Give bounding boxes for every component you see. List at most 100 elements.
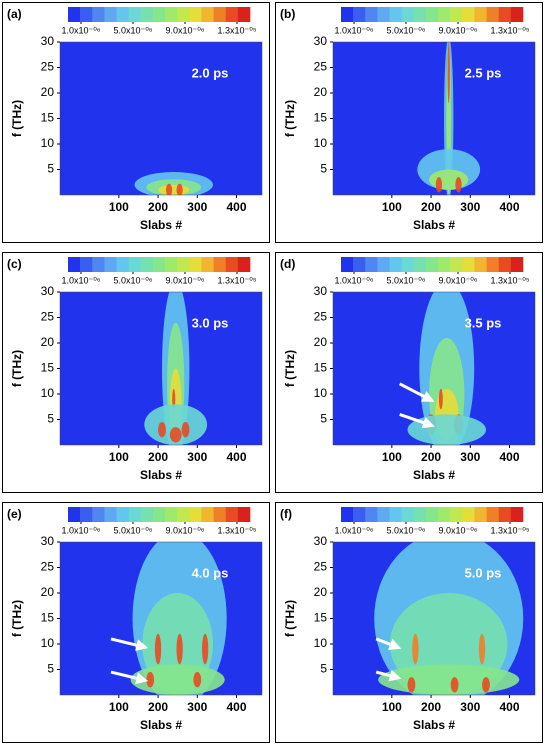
- colorbar-swatch: [152, 257, 166, 272]
- colorbar-tick-label: 1.0x10⁻⁰⁶: [61, 275, 100, 285]
- y-axis-label: f (THz): [283, 600, 297, 637]
- colorbar-swatch: [389, 257, 402, 272]
- colorbar-swatch: [498, 257, 512, 272]
- colorbar-swatch: [128, 507, 142, 522]
- x-tick-label: 300: [460, 450, 480, 464]
- x-tick-label: 400: [499, 200, 519, 214]
- colorbar-swatch: [341, 257, 354, 272]
- y-tick-label: 25: [314, 310, 328, 324]
- x-tick-label: 300: [187, 700, 207, 714]
- y-tick-label: 25: [314, 560, 328, 574]
- x-tick-label: 400: [499, 700, 519, 714]
- panel-frame: [275, 2, 543, 243]
- colorbar-swatch: [104, 257, 117, 272]
- colorbar-tick-label: 1.3x10⁻⁰⁵: [490, 25, 529, 35]
- contour-region: [482, 677, 490, 693]
- colorbar-swatch: [401, 257, 415, 272]
- colorbar-swatch: [165, 7, 178, 22]
- contour-region: [435, 177, 443, 193]
- colorbar-swatch: [201, 7, 214, 22]
- colorbar-swatch: [237, 507, 251, 522]
- y-tick-label: 10: [314, 136, 328, 150]
- panel-frame: [2, 502, 270, 743]
- colorbar-swatch: [389, 7, 402, 22]
- y-tick-label: 20: [41, 335, 55, 349]
- y-tick-label: 5: [47, 412, 54, 426]
- colorbar-swatch: [165, 507, 178, 522]
- panel-frame: [275, 502, 543, 743]
- x-tick-label: 400: [226, 200, 246, 214]
- colorbar-swatch: [377, 257, 390, 272]
- contour-field: [130, 542, 227, 695]
- colorbar-tick-label: 1.0x10⁻⁰⁶: [334, 525, 373, 535]
- y-tick-label: 25: [41, 310, 55, 324]
- colorbar-swatch: [189, 257, 202, 272]
- colorbar-tick-label: 9.0x10⁻⁰⁶: [165, 25, 204, 35]
- colorbar-swatch: [116, 507, 129, 522]
- time-annotation: 4.0 ps: [192, 565, 229, 580]
- x-tick-label: 100: [382, 700, 402, 714]
- contour-region: [429, 169, 469, 190]
- arrow: [398, 382, 435, 402]
- colorbar-swatch: [68, 7, 81, 22]
- contour-field: [417, 42, 481, 195]
- plot-background: [60, 42, 262, 195]
- arrow: [375, 669, 402, 682]
- y-tick-label: 25: [314, 60, 328, 74]
- y-tick-label: 20: [314, 85, 328, 99]
- panel: 100 200 300 400 5 10 15 20 25 30 Slabs # f (THz) (d)…: [275, 252, 543, 493]
- y-tick-label: 10: [314, 636, 328, 650]
- y-tick-label: 20: [314, 585, 328, 599]
- contour-region: [407, 414, 486, 445]
- x-tick-label: 400: [226, 450, 246, 464]
- colorbar-swatch: [462, 257, 475, 272]
- contour-field: [407, 292, 486, 445]
- colorbar-swatch: [116, 7, 129, 22]
- colorbar-swatch: [474, 7, 487, 22]
- colorbar-swatch: [413, 257, 427, 272]
- colorbar-swatch: [377, 7, 390, 22]
- y-tick-label: 20: [41, 585, 55, 599]
- y-tick-label: 15: [314, 361, 328, 375]
- contour-region: [158, 422, 166, 438]
- y-tick-label: 15: [41, 111, 55, 125]
- colorbar-swatch: [438, 257, 451, 272]
- panel: 100 200 300 400 5 10 15 20 25 30 Slabs # f (THz) (e)…: [2, 502, 270, 743]
- colorbar-swatch: [377, 507, 390, 522]
- colorbar-swatch: [128, 7, 142, 22]
- y-axis-label: f (THz): [10, 350, 24, 387]
- y-tick-label: 10: [41, 136, 55, 150]
- colorbar-swatch: [401, 7, 415, 22]
- y-tick-label: 15: [314, 611, 328, 625]
- panel-label: (a): [7, 7, 22, 21]
- colorbar-swatch: [68, 257, 81, 272]
- colorbar-swatch: [140, 7, 154, 22]
- colorbar-tick-label: 5.0x10⁻⁰⁶: [113, 525, 152, 535]
- colorbar-tick-label: 9.0x10⁻⁰⁶: [438, 25, 477, 35]
- colorbar-tick-label: 9.0x10⁻⁰⁶: [165, 275, 204, 285]
- y-tick-label: 20: [41, 85, 55, 99]
- colorbar-swatch: [353, 7, 366, 22]
- colorbar-swatch: [189, 507, 202, 522]
- y-tick-label: 5: [47, 162, 54, 176]
- x-tick-label: 300: [187, 450, 207, 464]
- contour-region: [193, 672, 202, 688]
- colorbar-swatch: [225, 507, 239, 522]
- colorbar-tick-label: 1.0x10⁻⁰⁶: [61, 25, 100, 35]
- colorbar-swatch: [341, 7, 354, 22]
- colorbar-swatch: [104, 7, 117, 22]
- y-tick-label: 5: [47, 662, 54, 676]
- colorbar-swatch: [462, 7, 475, 22]
- colorbar-swatch: [213, 7, 227, 22]
- colorbar-swatch: [213, 257, 227, 272]
- panel: 100 200 300 400 5 10 15 20 25 30 Slabs # f (THz) (a)…: [2, 2, 270, 243]
- colorbar-swatch: [365, 7, 378, 22]
- colorbar-swatch: [498, 7, 512, 22]
- panel-label: (b): [280, 7, 295, 21]
- colorbar-tick-label: 1.3x10⁻⁰⁵: [217, 25, 256, 35]
- contour-region: [176, 633, 183, 665]
- contour-region: [407, 677, 416, 693]
- colorbar-swatch: [353, 257, 366, 272]
- panel-frame: [2, 252, 270, 493]
